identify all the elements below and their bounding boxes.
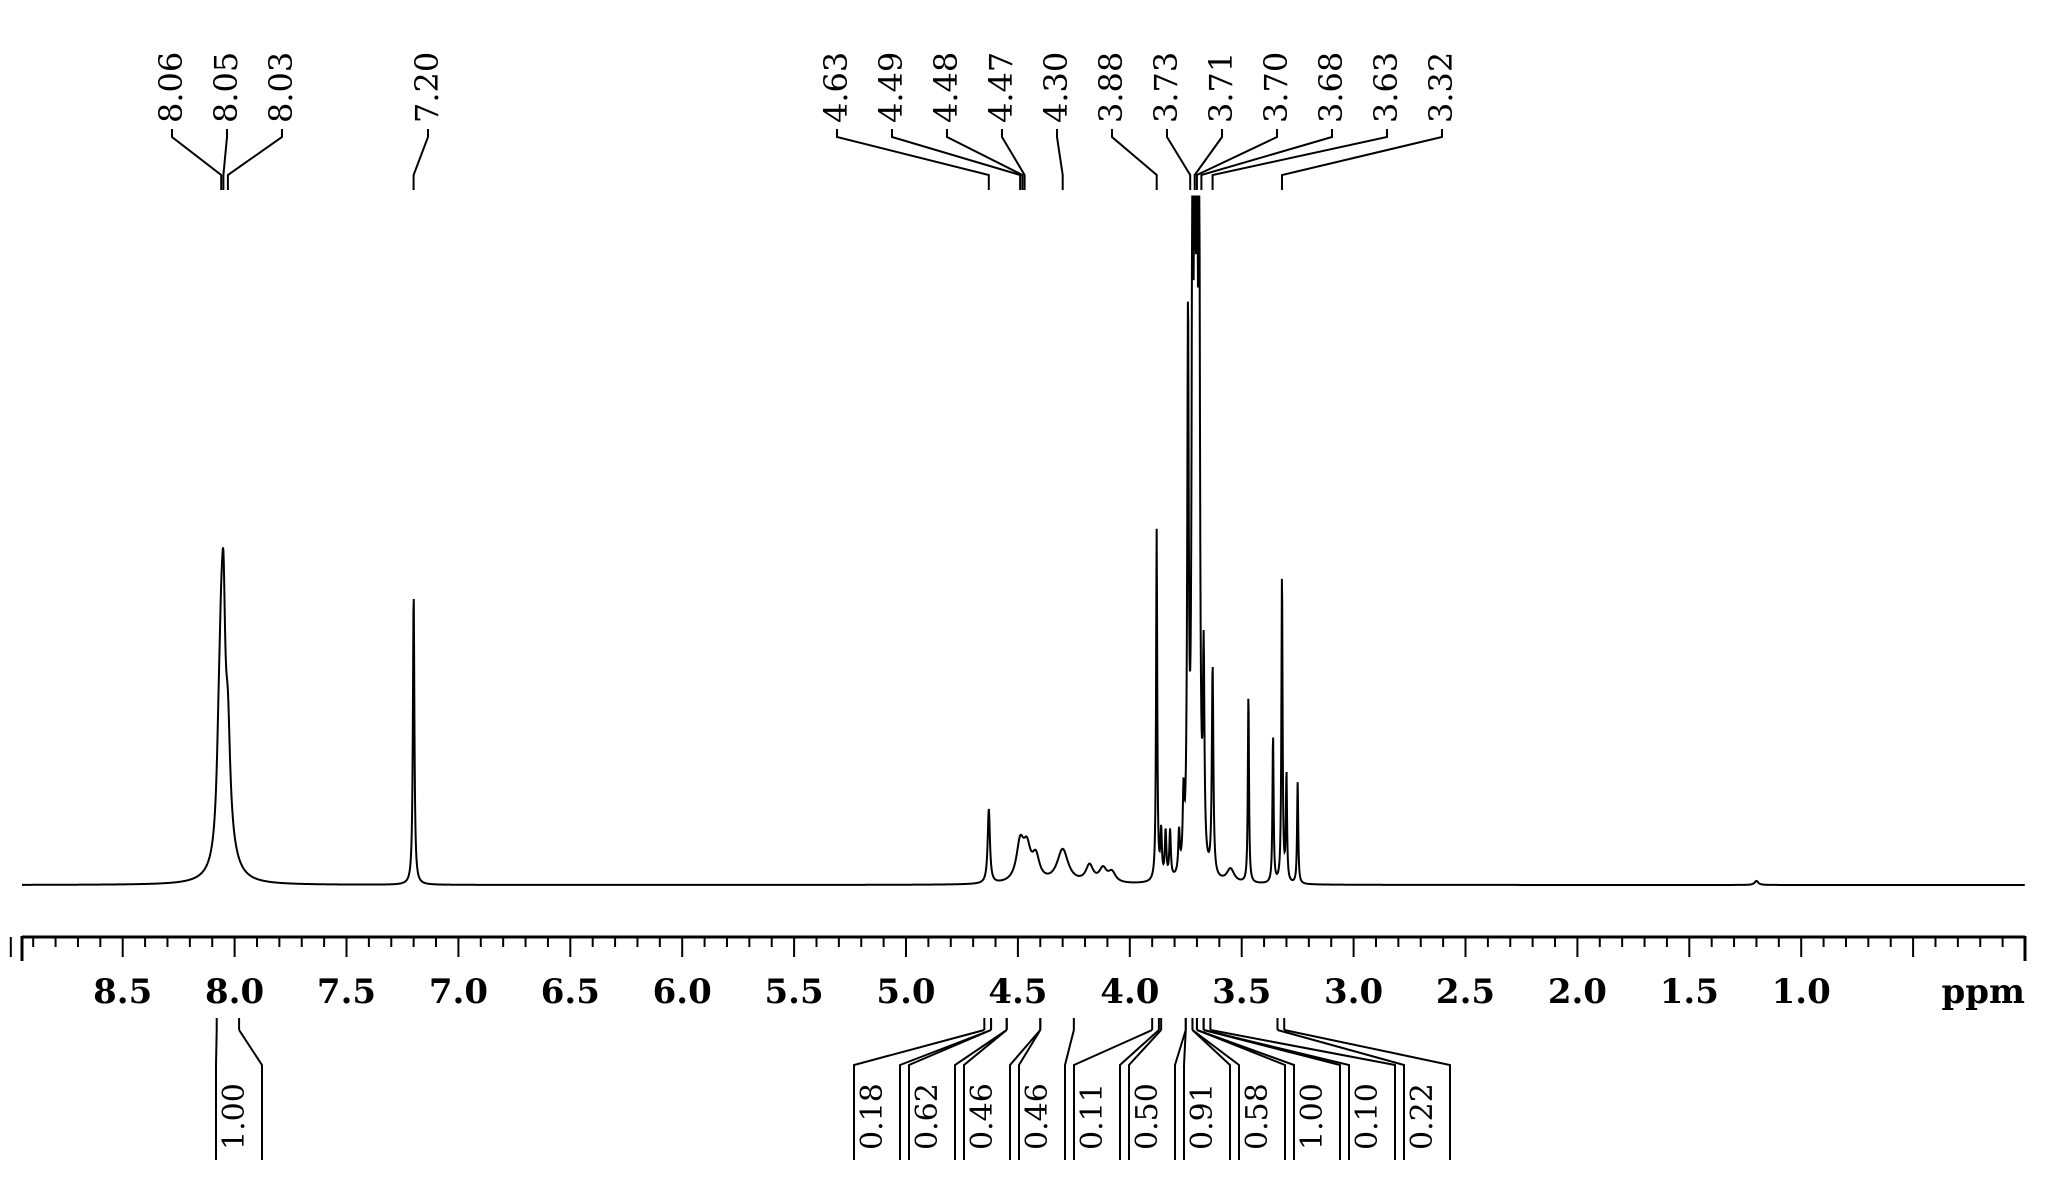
integral-region: 0.11	[1073, 1018, 1160, 1160]
peak-pick-connector	[1281, 129, 1443, 190]
peak-pick-connector	[1193, 129, 1223, 190]
peak-pick-connector	[1056, 129, 1064, 190]
integral-region: 0.46	[963, 1018, 1042, 1160]
peak-pick-label: 4.63	[817, 52, 855, 123]
peak-pick-label: 3.32	[1422, 52, 1460, 123]
peak-pick-connector	[836, 129, 990, 190]
integral-region: 0.18	[853, 1018, 993, 1160]
x-axis-ticks	[9, 936, 2027, 961]
peak-pick-connector	[1195, 129, 1278, 190]
x-tick-label: 1.5	[1660, 972, 1719, 1012]
peak-pick-label: 8.06	[152, 52, 190, 123]
peak-pick-label: 4.48	[927, 52, 965, 123]
x-tick-label: 8.5	[93, 972, 152, 1012]
peak-pick-label: 4.47	[982, 52, 1020, 123]
peak-pick-label: 7.20	[408, 52, 446, 123]
peak-pick-connector	[1166, 129, 1192, 190]
peak-pick-connector	[412, 129, 429, 190]
peak-pick-connectors	[171, 129, 1443, 190]
peak-pick-connector	[946, 129, 1024, 190]
x-tick-label: 8.0	[205, 972, 264, 1012]
x-tick-label: 4.5	[988, 972, 1047, 1012]
x-tick-label: 7.5	[317, 972, 376, 1012]
x-tick-label: 2.5	[1436, 972, 1495, 1012]
peak-pick-connector	[1111, 129, 1158, 190]
integral-region: 0.46	[1018, 1018, 1075, 1160]
peak-pick-connector	[1001, 129, 1026, 190]
peak-pick-connector	[222, 129, 228, 190]
x-tick-label: 5.0	[876, 972, 935, 1012]
integral-region: 1.00	[215, 1018, 263, 1160]
integral-region: 0.10	[1202, 1018, 1396, 1160]
integral-value: 1.00	[217, 1083, 252, 1150]
x-axis-tick-labels: 8.5 8.0 7.5 7.0 6.5 6.0 5.5 5.0 4.5 4.0 3.5 3.0 2.5 2…	[93, 972, 1831, 1012]
peak-pick-label: 8.05	[207, 52, 245, 123]
spectrum-trace	[22, 195, 2025, 886]
integral-region: 0.50	[1128, 1018, 1187, 1160]
peak-pick-label: 3.88	[1092, 52, 1130, 123]
peak-pick-label: 4.30	[1037, 52, 1075, 123]
peak-pick-connector	[226, 129, 283, 190]
peak-pick-label: 3.71	[1202, 52, 1240, 123]
integral-value: 0.18	[855, 1083, 890, 1150]
integral-value: 0.11	[1075, 1083, 1110, 1150]
integral-value: 0.58	[1240, 1083, 1275, 1150]
peak-pick-labels: 8.06 8.05 8.03 7.20 4.63 4.49 4.48 4.47 4.30 3.88…	[152, 52, 1460, 123]
peak-pick-label: 3.70	[1257, 52, 1295, 123]
x-tick-label: 1.0	[1772, 972, 1831, 1012]
peak-pick-connector	[891, 129, 1022, 190]
peak-pick-connector	[1211, 129, 1388, 190]
x-tick-label: 3.0	[1324, 972, 1383, 1012]
integral-region: 0.22	[1276, 1018, 1451, 1160]
integral-value: 0.50	[1130, 1083, 1165, 1150]
integral-value: 0.91	[1185, 1083, 1220, 1150]
x-tick-label: 2.0	[1548, 972, 1607, 1012]
x-tick-label: 4.0	[1100, 972, 1159, 1012]
integral-value: 0.62	[910, 1083, 945, 1150]
peak-pick-label: 3.73	[1147, 52, 1185, 123]
peak-pick-connector	[1200, 129, 1333, 190]
integral-region: 0.62	[908, 1018, 1008, 1160]
integral-value: 0.22	[1405, 1083, 1440, 1150]
x-tick-label: 7.0	[429, 972, 488, 1012]
peak-pick-label: 4.49	[872, 52, 910, 123]
x-tick-label: 3.5	[1212, 972, 1271, 1012]
integral-value: 0.46	[1020, 1083, 1055, 1150]
peak-pick-label: 3.68	[1312, 52, 1350, 123]
integral-region: 0.58	[1191, 1018, 1286, 1160]
peak-pick-label: 3.63	[1367, 52, 1405, 123]
x-tick-label: 6.5	[541, 972, 600, 1012]
integral-value: 0.46	[965, 1083, 1000, 1150]
integral-regions: 1.00 0.18 0.62 0.46 0.46 0.11 0.50 0.91 0.58 1.00…	[215, 1018, 1451, 1160]
peak-pick-label: 8.03	[262, 52, 300, 123]
x-tick-label: 6.0	[653, 972, 712, 1012]
integral-value: 1.00	[1295, 1083, 1330, 1150]
x-axis-unit-label: ppm	[1941, 972, 2025, 1012]
peak-pick-connector	[171, 129, 223, 190]
x-tick-label: 5.5	[765, 972, 824, 1012]
integral-value: 0.10	[1350, 1083, 1385, 1150]
